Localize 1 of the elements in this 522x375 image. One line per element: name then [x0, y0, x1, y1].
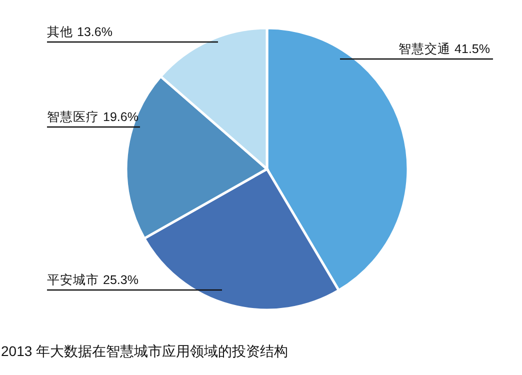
text: 2013 年大数据在智慧城市应用领域的投资结构 [1, 343, 288, 359]
